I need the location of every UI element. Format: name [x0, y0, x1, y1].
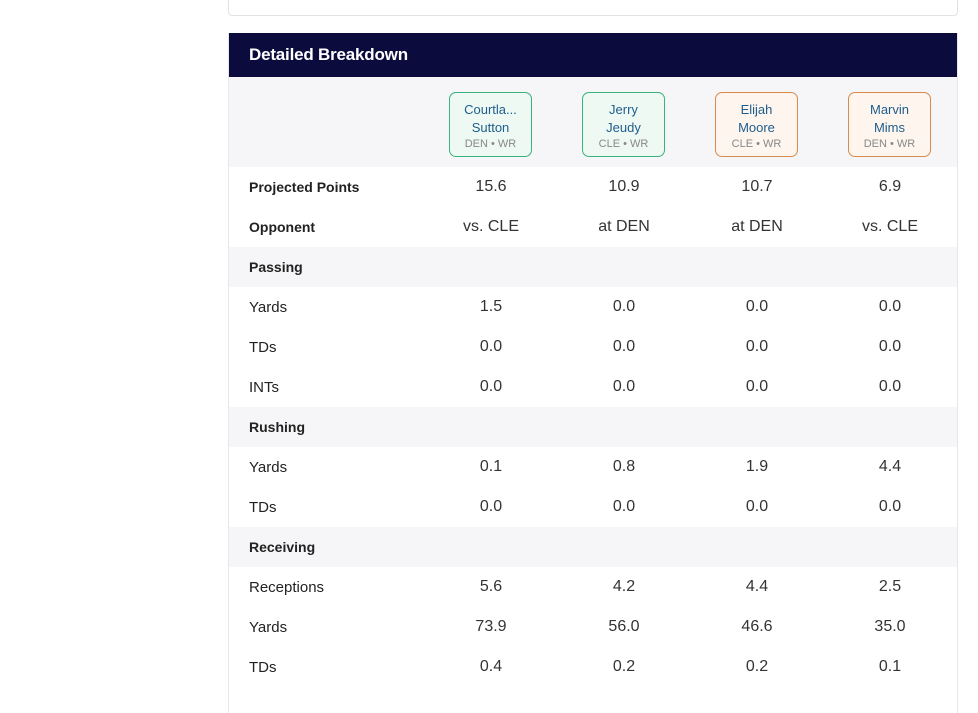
stat-value: 0.1 [878, 658, 902, 675]
stat-label: Opponent [249, 219, 316, 235]
stat-value: 5.6 [479, 578, 503, 595]
player-first-name: Elijah [740, 102, 773, 117]
player-team-position: CLE • WR [731, 138, 782, 150]
panel-header: Detailed Breakdown [229, 33, 957, 77]
stat-row: Opponent vs. CLE at DEN at DEN vs. CLE [229, 207, 957, 247]
stat-value: 0.0 [745, 338, 769, 355]
player-card[interactable]: Marvin Mims DEN • WR [848, 92, 931, 157]
stat-value: vs. CLE [462, 218, 519, 235]
player-first-name: Jerry [609, 102, 638, 117]
player-header-row: Courtla... Sutton DEN • WR Jerry Jeudy CLE • … [229, 77, 957, 167]
stat-value: 15.6 [475, 178, 507, 195]
stat-label: TDs [249, 338, 277, 356]
stat-value: 4.4 [745, 578, 769, 595]
player-card[interactable]: Courtla... Sutton DEN • WR [449, 92, 532, 157]
stat-value: 0.8 [612, 458, 636, 475]
section-label: Receiving [249, 539, 316, 555]
stat-row: Yards 73.9 56.0 46.6 35.0 [229, 607, 957, 647]
stat-label: Receptions [249, 578, 325, 596]
stat-value: 0.0 [878, 378, 902, 395]
stat-value: at DEN [731, 218, 783, 235]
stat-value: 0.0 [878, 338, 902, 355]
stat-value: 0.0 [878, 498, 902, 515]
player-last-name: Mims [873, 120, 906, 135]
player-last-name: Jeudy [606, 120, 641, 135]
stat-value: 0.0 [745, 498, 769, 515]
stat-value: 2.5 [878, 578, 902, 595]
stat-label: TDs [249, 498, 277, 516]
section-header-row: Rushing [229, 407, 957, 447]
player-card[interactable]: Jerry Jeudy CLE • WR [582, 92, 665, 157]
stat-row: TDs 0.4 0.2 0.2 0.1 [229, 647, 957, 687]
player-team-position: DEN • WR [464, 138, 517, 150]
stat-value: 0.0 [878, 298, 902, 315]
stat-value: 0.0 [479, 338, 503, 355]
section-header-row: Passing [229, 247, 957, 287]
stat-value: 35.0 [874, 618, 906, 635]
stat-value: 0.2 [745, 658, 769, 675]
stat-value: 0.0 [612, 378, 636, 395]
stat-row: TDs 0.0 0.0 0.0 0.0 [229, 487, 957, 527]
stat-value: 1.5 [479, 298, 503, 315]
stat-value: 0.0 [745, 298, 769, 315]
player-team-position: DEN • WR [863, 138, 916, 150]
stat-label: Yards [249, 458, 288, 476]
panel-title: Detailed Breakdown [249, 45, 408, 64]
stat-row: Yards 1.5 0.0 0.0 0.0 [229, 287, 957, 327]
stat-label: Yards [249, 618, 288, 636]
player-team-position: CLE • WR [598, 138, 649, 150]
stat-row: Projected Points 15.6 10.9 10.7 6.9 [229, 167, 957, 207]
player-last-name: Moore [738, 120, 775, 135]
stat-value: 0.0 [612, 298, 636, 315]
stat-value: 0.1 [479, 458, 503, 475]
stat-value: 0.0 [612, 338, 636, 355]
stat-value: at DEN [598, 218, 650, 235]
stat-value: 4.4 [878, 458, 902, 475]
stat-label: Projected Points [249, 179, 360, 195]
stat-row: INTs 0.0 0.0 0.0 0.0 [229, 367, 957, 407]
player-first-name: Marvin [869, 102, 909, 117]
section-label: Rushing [249, 419, 305, 435]
stat-value: 0.0 [479, 378, 503, 395]
player-card[interactable]: Elijah Moore CLE • WR [715, 92, 798, 157]
previous-card-bottom [228, 0, 958, 16]
section-label: Passing [249, 259, 303, 275]
stat-value: 73.9 [475, 618, 507, 635]
stat-value: 0.0 [745, 378, 769, 395]
breakdown-table: Projected Points 15.6 10.9 10.7 6.9 Opponent v… [229, 167, 957, 687]
stat-value: 10.9 [608, 178, 640, 195]
stat-value: 4.2 [612, 578, 636, 595]
section-header-row: Receiving [229, 527, 957, 567]
stat-row: Yards 0.1 0.8 1.9 4.4 [229, 447, 957, 487]
stat-row: Receptions 5.6 4.2 4.4 2.5 [229, 567, 957, 607]
stat-value: 1.9 [745, 458, 769, 475]
stat-value: vs. CLE [861, 218, 918, 235]
stat-value: 56.0 [608, 618, 640, 635]
stat-value: 0.0 [612, 498, 636, 515]
stat-value: 46.6 [741, 618, 773, 635]
stat-label: TDs [249, 658, 277, 676]
stat-row: TDs 0.0 0.0 0.0 0.0 [229, 327, 957, 367]
stat-value: 0.4 [479, 658, 503, 675]
player-first-name: Courtla... [464, 102, 517, 117]
stat-label: INTs [249, 378, 279, 396]
stat-value: 0.2 [612, 658, 636, 675]
stat-value: 10.7 [741, 178, 773, 195]
player-last-name: Sutton [471, 120, 510, 135]
detailed-breakdown-panel: Detailed Breakdown Courtla... Sutton DEN •… [228, 33, 958, 713]
stat-value: 0.0 [479, 498, 503, 515]
stat-label: Yards [249, 298, 288, 316]
stat-value: 6.9 [878, 178, 902, 195]
